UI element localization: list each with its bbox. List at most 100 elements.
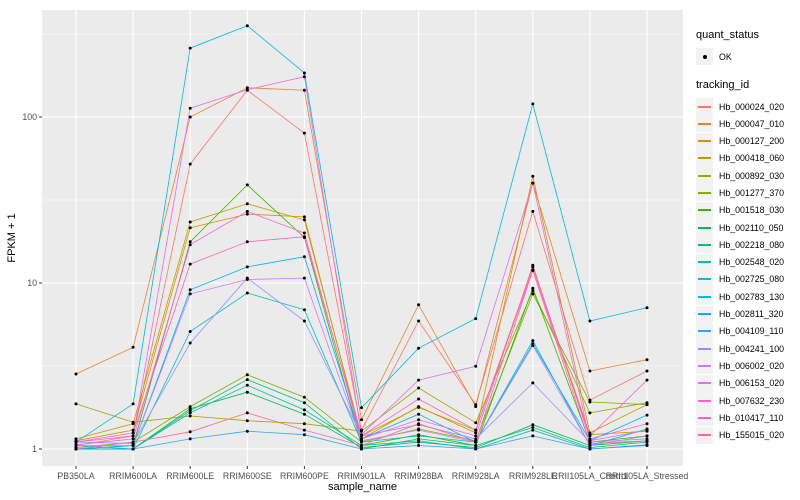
series-line-icon bbox=[698, 105, 711, 108]
data-point bbox=[131, 402, 135, 406]
data-point bbox=[74, 440, 78, 444]
legend-key-box bbox=[696, 270, 713, 288]
data-point bbox=[245, 183, 249, 187]
series-line-icon bbox=[698, 226, 711, 229]
data-point bbox=[474, 317, 478, 321]
legend-key-box bbox=[696, 98, 713, 115]
data-point bbox=[588, 442, 592, 445]
x-tick-label: RRIM928BA bbox=[394, 471, 443, 481]
data-point bbox=[302, 433, 306, 437]
legend-item-label: Hb_007632_230 bbox=[719, 395, 785, 406]
legend-item-label: Hb_002548_020 bbox=[719, 257, 785, 268]
data-point bbox=[417, 405, 421, 409]
data-point bbox=[531, 209, 535, 213]
legend-item-Hb_000892_030: Hb_000892_030 bbox=[696, 167, 800, 185]
series-line-icon bbox=[698, 364, 711, 367]
legend-item-label: Hb_010417_110 bbox=[719, 412, 784, 423]
data-point bbox=[531, 381, 535, 385]
legend-item-label: Hb_004241_100 bbox=[719, 343, 785, 354]
data-point bbox=[645, 439, 649, 443]
legend-item-label: Hb_001277_370 bbox=[719, 187, 785, 198]
data-point bbox=[531, 339, 535, 343]
data-point bbox=[588, 319, 592, 323]
x-axis-title: sample_name bbox=[327, 481, 398, 493]
legend-item-label: Hb_002811_320 bbox=[719, 309, 784, 320]
legend-item-Hb_000418_060: Hb_000418_060 bbox=[696, 149, 800, 167]
data-point bbox=[474, 421, 478, 425]
data-point bbox=[360, 418, 363, 422]
data-point bbox=[588, 437, 592, 441]
data-point bbox=[302, 422, 306, 426]
data-point bbox=[417, 319, 421, 323]
data-point bbox=[245, 24, 249, 28]
legend-key-box bbox=[696, 48, 713, 65]
legend-item-Hb_000024_020: Hb_000024_020 bbox=[696, 98, 800, 115]
legend: quant_status OK tracking_id Hb_000024_02… bbox=[696, 29, 800, 444]
data-point bbox=[302, 131, 306, 135]
data-point bbox=[302, 428, 306, 432]
legend-key-box bbox=[696, 149, 713, 167]
data-point bbox=[74, 402, 78, 406]
data-point bbox=[645, 444, 649, 447]
data-point bbox=[531, 289, 535, 293]
series-line-icon bbox=[698, 330, 711, 333]
data-point bbox=[188, 220, 192, 224]
legend-item-label: Hb_155015_020 bbox=[719, 430, 785, 441]
legend-item-Hb_001277_370: Hb_001277_370 bbox=[696, 184, 800, 202]
data-point bbox=[188, 414, 192, 418]
legend-item-label: Hb_000024_020 bbox=[719, 101, 785, 112]
data-point bbox=[131, 444, 135, 447]
legend-item-Hb_006153_020: Hb_006153_020 bbox=[696, 374, 800, 392]
data-point bbox=[417, 378, 421, 382]
legend-item-label: Hb_000892_030 bbox=[719, 170, 785, 181]
data-point bbox=[474, 434, 478, 438]
data-point bbox=[360, 444, 363, 447]
data-point bbox=[417, 386, 421, 390]
x-tick-label: RRII105LA_Control bbox=[552, 471, 628, 481]
legend-item-label: Hb_006002_020 bbox=[719, 360, 785, 371]
series-line-icon bbox=[698, 416, 711, 419]
data-point bbox=[588, 400, 592, 404]
data-point bbox=[302, 401, 306, 405]
x-tick-label: RRIM928LE bbox=[509, 471, 557, 481]
y-tick-label: 10 bbox=[27, 278, 37, 288]
legend-item-label: Hb_002218_080 bbox=[719, 239, 785, 250]
data-point bbox=[474, 428, 478, 432]
data-point bbox=[188, 341, 192, 345]
data-point bbox=[188, 292, 192, 296]
data-point bbox=[188, 106, 192, 110]
data-point bbox=[131, 434, 135, 438]
data-point bbox=[474, 447, 478, 451]
data-point bbox=[131, 440, 135, 444]
legend-key-box bbox=[696, 132, 713, 150]
data-point bbox=[302, 88, 306, 92]
data-point bbox=[188, 430, 192, 434]
legend-item-Hb_004241_100: Hb_004241_100 bbox=[696, 340, 800, 358]
legend-item-Hb_002548_020: Hb_002548_020 bbox=[696, 253, 800, 271]
data-point bbox=[474, 437, 478, 441]
series-line-icon bbox=[698, 434, 711, 437]
x-tick-label: RRIM600LE bbox=[166, 471, 214, 481]
series-line-icon bbox=[698, 295, 711, 298]
data-point bbox=[417, 303, 421, 307]
data-point bbox=[74, 437, 78, 441]
data-point bbox=[531, 344, 535, 347]
legend-item-label: Hb_000127_200 bbox=[719, 136, 785, 147]
series-line-icon bbox=[698, 122, 711, 125]
data-point bbox=[245, 209, 249, 213]
legend-key-box bbox=[696, 219, 713, 237]
legend-key-box bbox=[696, 409, 713, 427]
data-point bbox=[645, 369, 649, 373]
data-point bbox=[245, 378, 249, 382]
legend-item-label: Hb_002725_080 bbox=[719, 274, 785, 285]
legend-item-label: Hb_002110_050 bbox=[719, 222, 784, 233]
data-point bbox=[417, 346, 421, 350]
legend-tracking-id-items: Hb_000024_020 Hb_000047_010 Hb_000127_200 H… bbox=[696, 98, 800, 444]
legend-item-label: Hb_000047_010 bbox=[719, 118, 785, 129]
data-point bbox=[645, 413, 649, 417]
legend-item-Hb_002725_080: Hb_002725_080 bbox=[696, 270, 800, 288]
data-point bbox=[245, 390, 249, 394]
legend-item-label: Hb_004109_110 bbox=[719, 326, 784, 337]
data-point bbox=[588, 369, 592, 373]
